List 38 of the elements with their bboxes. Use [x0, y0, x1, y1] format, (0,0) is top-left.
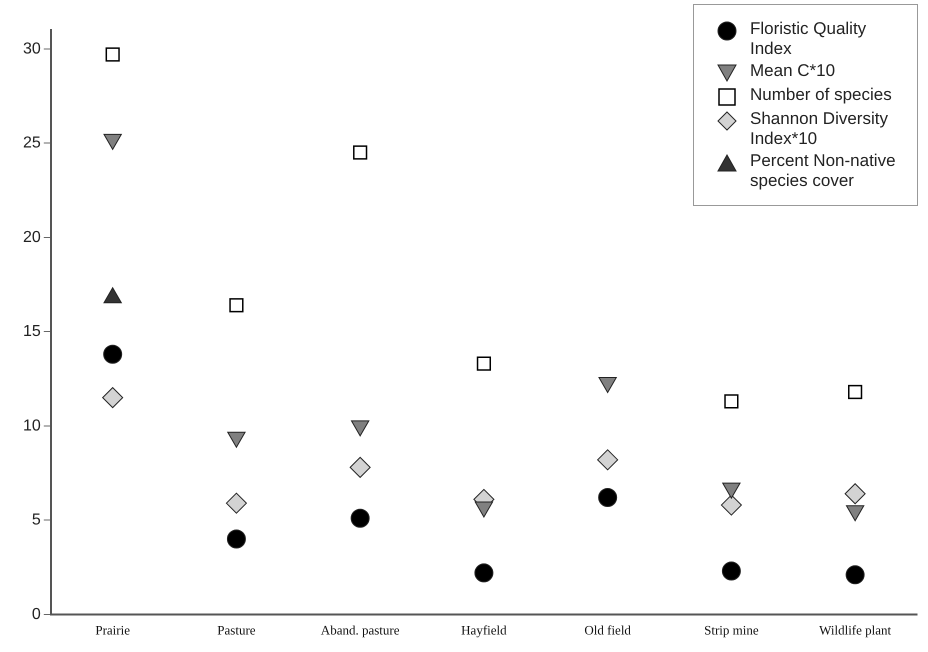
- legend-label: Mean C*10: [750, 61, 836, 81]
- x-tick-label: Old field: [584, 622, 632, 638]
- point: [102, 387, 124, 408]
- point: [848, 384, 862, 400]
- x-tick-label: Prairie: [95, 622, 130, 638]
- point: [353, 145, 368, 160]
- point: [106, 47, 120, 62]
- y-tick-label: 25: [23, 134, 41, 152]
- point: [474, 563, 494, 582]
- point: [724, 394, 738, 408]
- point: [350, 456, 371, 478]
- point: [229, 298, 244, 312]
- point: [722, 562, 741, 581]
- y-tick-label: 30: [23, 40, 41, 58]
- point: [226, 492, 247, 514]
- y-tick-label: 15: [23, 323, 41, 340]
- x-tick-label: Strip mine: [704, 622, 759, 638]
- y-tick-label: 20: [23, 228, 41, 246]
- point: [476, 356, 492, 371]
- y-tick-label: 10: [23, 417, 41, 434]
- y-tick-label: 0: [32, 606, 41, 623]
- point: [350, 508, 370, 528]
- point: [598, 488, 618, 508]
- point: [720, 494, 742, 516]
- x-tick-label: Wildlife plant: [819, 622, 892, 638]
- legend-label: Number of species: [750, 85, 892, 105]
- x-tick-label: Aband. pasture: [320, 622, 400, 638]
- point: [103, 344, 122, 364]
- point: [846, 565, 865, 584]
- legend-label: Floristic Quality Index: [750, 19, 868, 59]
- x-tick-label: Pasture: [217, 622, 256, 638]
- y-tick-label: 5: [32, 512, 41, 529]
- x-tick-label: Hayfield: [461, 622, 508, 638]
- point: [226, 529, 246, 548]
- legend-label: Percent Non-native species cover: [750, 151, 897, 191]
- point: [597, 449, 618, 470]
- point: [844, 483, 866, 504]
- legend-label: Shannon Diversity Index*10: [750, 109, 889, 149]
